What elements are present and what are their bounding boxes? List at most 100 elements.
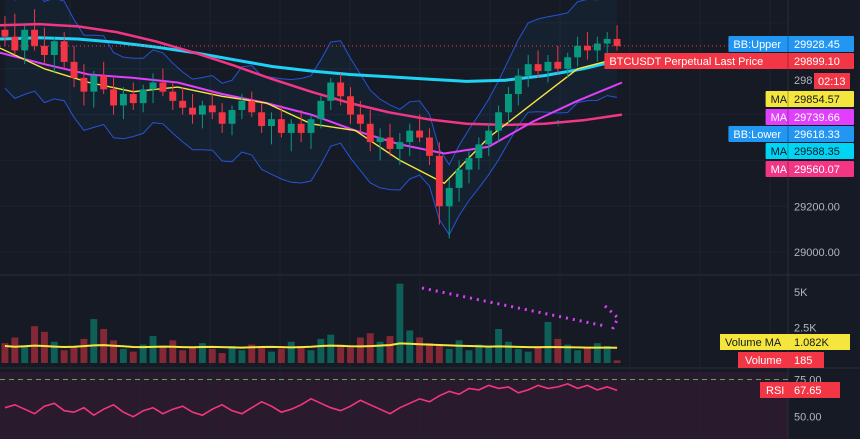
candle[interactable] xyxy=(583,32,591,60)
candle[interactable] xyxy=(60,32,68,69)
candle-body xyxy=(50,41,58,55)
candle[interactable] xyxy=(208,91,216,120)
candle[interactable] xyxy=(31,9,39,51)
candle[interactable] xyxy=(554,45,562,74)
candle[interactable] xyxy=(11,13,19,55)
candle[interactable] xyxy=(110,77,117,115)
volume-bar xyxy=(396,283,404,363)
candle[interactable] xyxy=(287,119,295,152)
candle[interactable] xyxy=(514,68,522,106)
volume-bar xyxy=(287,341,295,363)
candle[interactable] xyxy=(495,105,503,143)
candle[interactable] xyxy=(179,87,187,115)
candle[interactable] xyxy=(70,45,78,88)
rsi-tick-label: 50.00 xyxy=(794,412,822,424)
volume-axis[interactable]: 5K 2.5K xyxy=(794,287,817,334)
candle[interactable] xyxy=(505,87,512,124)
candle[interactable] xyxy=(347,87,354,124)
candle[interactable] xyxy=(119,87,127,120)
candle[interactable] xyxy=(228,105,236,136)
price-axis[interactable]: 29000.00 29200.00 298 xyxy=(794,75,840,259)
candle-body xyxy=(100,75,108,90)
candle[interactable] xyxy=(396,132,404,165)
candle[interactable] xyxy=(416,114,424,143)
volume-bar xyxy=(603,346,611,363)
candle[interactable] xyxy=(435,142,443,225)
candle[interactable] xyxy=(268,112,275,145)
volume-label: Volume xyxy=(745,355,782,367)
candle[interactable] xyxy=(356,100,364,133)
candle[interactable] xyxy=(317,96,325,129)
candle[interactable] xyxy=(307,114,315,149)
volume-value: 185 xyxy=(794,355,812,367)
candle[interactable] xyxy=(21,25,29,65)
candle[interactable] xyxy=(445,178,453,239)
volume-tick-label: 2.5K xyxy=(794,323,817,335)
volume-bar xyxy=(258,347,266,363)
candle[interactable] xyxy=(455,160,463,202)
candle[interactable] xyxy=(189,93,196,124)
candle[interactable] xyxy=(485,123,493,156)
candle-body xyxy=(40,45,48,55)
candle[interactable] xyxy=(129,82,137,111)
candle[interactable] xyxy=(218,103,226,133)
candle[interactable] xyxy=(149,73,157,104)
volume-bar xyxy=(564,344,572,363)
volume-bar xyxy=(90,319,98,363)
volume-bar xyxy=(297,346,305,363)
volume-bar xyxy=(248,344,256,363)
candle-body xyxy=(376,137,384,143)
candle[interactable] xyxy=(386,123,394,156)
candle[interactable] xyxy=(198,100,206,129)
volume-bar xyxy=(159,346,167,363)
candle[interactable] xyxy=(100,61,108,94)
candle[interactable] xyxy=(406,123,414,156)
candle[interactable] xyxy=(475,137,483,170)
candle[interactable] xyxy=(50,36,58,74)
candle[interactable] xyxy=(248,91,256,117)
volume-bar xyxy=(613,360,621,363)
volume-bar xyxy=(455,340,463,363)
candle[interactable] xyxy=(613,25,621,51)
candle[interactable] xyxy=(534,50,542,78)
candle[interactable] xyxy=(593,36,601,62)
candle[interactable] xyxy=(574,36,582,67)
candle-body xyxy=(21,29,29,51)
candle[interactable] xyxy=(297,110,305,143)
candle[interactable] xyxy=(544,55,552,83)
rsi-label: RSI xyxy=(766,385,784,397)
candle[interactable] xyxy=(169,82,177,111)
volume-bar xyxy=(583,347,591,363)
volume-bar xyxy=(198,343,206,363)
candle-body xyxy=(514,75,522,94)
candle[interactable] xyxy=(258,103,266,133)
candle-body xyxy=(435,155,443,207)
candle-body xyxy=(505,93,512,113)
candle[interactable] xyxy=(465,151,473,184)
candle[interactable] xyxy=(327,77,335,110)
candle-body xyxy=(426,137,433,156)
candle[interactable] xyxy=(1,16,9,46)
candle-body xyxy=(386,137,394,149)
candle[interactable] xyxy=(238,93,246,120)
bb-upper-tag-label: BB:Upper xyxy=(733,39,781,51)
candle[interactable] xyxy=(337,73,345,106)
candle[interactable] xyxy=(159,68,167,97)
volume-bar xyxy=(169,340,177,363)
candle[interactable] xyxy=(603,32,611,55)
candle[interactable] xyxy=(139,84,147,113)
volume-bar xyxy=(485,347,493,363)
candle[interactable] xyxy=(366,110,374,152)
candle[interactable] xyxy=(80,64,88,106)
candle[interactable] xyxy=(524,55,532,88)
candle-body xyxy=(268,119,275,127)
candle[interactable] xyxy=(564,52,572,78)
volume-bar xyxy=(179,350,187,363)
candle[interactable] xyxy=(426,128,433,165)
candle-body xyxy=(189,107,196,115)
candle[interactable] xyxy=(90,71,98,108)
candle[interactable] xyxy=(376,128,384,161)
candle[interactable] xyxy=(277,105,285,138)
